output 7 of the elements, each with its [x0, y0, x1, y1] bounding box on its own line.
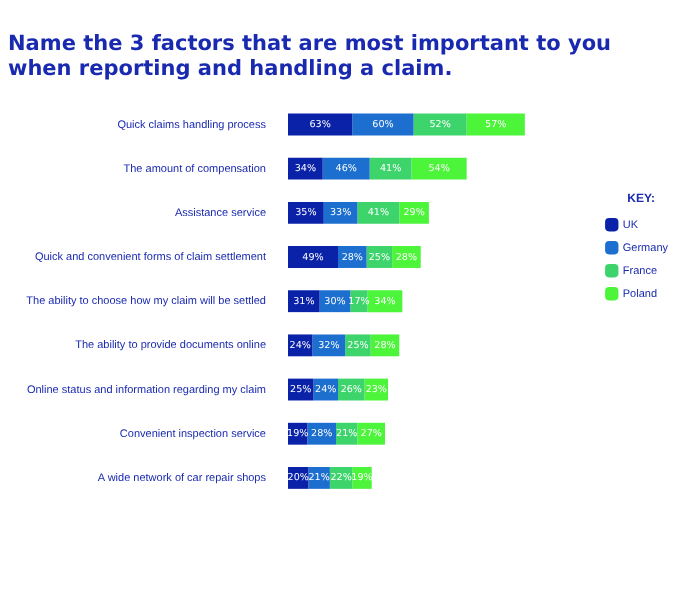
- bar: [357, 201, 400, 224]
- bar: [322, 157, 370, 180]
- text: when reporting and handling a claim.: [8, 57, 453, 82]
- bar: [288, 246, 339, 268]
- bar: [411, 157, 467, 180]
- bar: [369, 157, 412, 180]
- text: Name the 3 factors that are most important to you: [8, 32, 612, 57]
